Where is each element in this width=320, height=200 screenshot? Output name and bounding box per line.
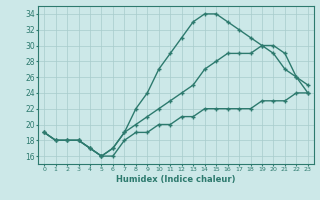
X-axis label: Humidex (Indice chaleur): Humidex (Indice chaleur) (116, 175, 236, 184)
